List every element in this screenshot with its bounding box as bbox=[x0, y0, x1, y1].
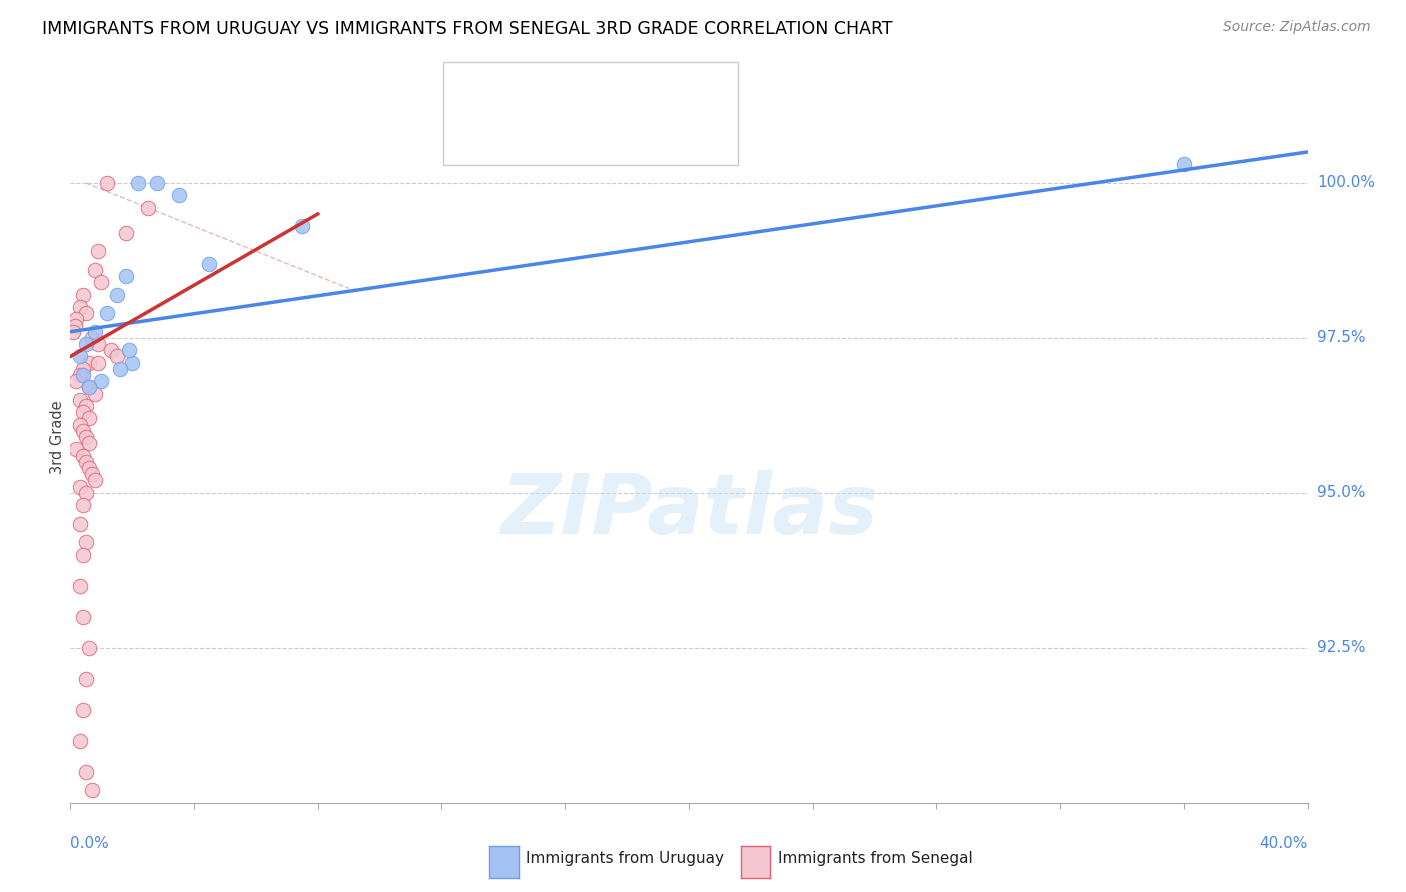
Point bbox=[75, 672, 97, 686]
Point bbox=[118, 343, 141, 358]
Point bbox=[198, 256, 221, 270]
Point bbox=[127, 176, 149, 190]
Point bbox=[96, 306, 118, 320]
Point bbox=[63, 318, 86, 333]
Point bbox=[72, 498, 94, 512]
Point bbox=[65, 312, 87, 326]
Point bbox=[72, 703, 94, 717]
Point bbox=[87, 244, 110, 259]
Point bbox=[115, 268, 138, 283]
Point bbox=[77, 461, 100, 475]
Text: N =: N = bbox=[591, 131, 624, 146]
Point bbox=[77, 356, 100, 370]
Point bbox=[77, 380, 100, 394]
Point bbox=[72, 449, 94, 463]
Point bbox=[69, 417, 91, 432]
Point bbox=[80, 783, 103, 797]
Point bbox=[75, 535, 97, 549]
Point bbox=[65, 374, 87, 388]
Point bbox=[75, 486, 97, 500]
Text: 0.248: 0.248 bbox=[520, 131, 564, 146]
Point bbox=[75, 399, 97, 413]
Point bbox=[65, 442, 87, 457]
Text: 0.0%: 0.0% bbox=[70, 836, 110, 851]
Point bbox=[72, 368, 94, 383]
Text: Immigrants from Senegal: Immigrants from Senegal bbox=[778, 851, 973, 865]
Point bbox=[84, 262, 107, 277]
Point bbox=[84, 325, 107, 339]
Text: IMMIGRANTS FROM URUGUAY VS IMMIGRANTS FROM SENEGAL 3RD GRADE CORRELATION CHART: IMMIGRANTS FROM URUGUAY VS IMMIGRANTS FR… bbox=[42, 20, 893, 37]
Text: 51: 51 bbox=[621, 131, 641, 146]
Point bbox=[69, 368, 91, 383]
Point bbox=[87, 337, 110, 351]
Point bbox=[69, 392, 91, 407]
Point bbox=[84, 474, 107, 488]
Point bbox=[121, 356, 143, 370]
Point bbox=[84, 386, 107, 401]
Text: Source: ZipAtlas.com: Source: ZipAtlas.com bbox=[1223, 20, 1371, 34]
Point bbox=[96, 176, 118, 190]
Point bbox=[77, 380, 100, 394]
Point bbox=[69, 579, 91, 593]
Point bbox=[90, 374, 112, 388]
Point bbox=[77, 436, 100, 450]
Text: 100.0%: 100.0% bbox=[1317, 176, 1375, 190]
Point bbox=[77, 640, 100, 655]
Point bbox=[72, 548, 94, 562]
Point bbox=[72, 362, 94, 376]
Text: 18: 18 bbox=[621, 79, 641, 95]
Point bbox=[72, 424, 94, 438]
Point bbox=[80, 331, 103, 345]
Point bbox=[291, 219, 314, 234]
Point bbox=[72, 405, 94, 419]
Point bbox=[75, 337, 97, 351]
Text: 40.0%: 40.0% bbox=[1260, 836, 1308, 851]
Text: R =: R = bbox=[488, 79, 522, 95]
Text: 95.0%: 95.0% bbox=[1317, 485, 1367, 500]
Text: 92.5%: 92.5% bbox=[1317, 640, 1367, 656]
Text: 97.5%: 97.5% bbox=[1317, 330, 1367, 345]
Point bbox=[77, 411, 100, 425]
Point bbox=[1173, 157, 1195, 171]
Point bbox=[75, 430, 97, 444]
Point bbox=[90, 275, 112, 289]
Point bbox=[69, 516, 91, 531]
Text: N =: N = bbox=[591, 79, 624, 95]
Point bbox=[72, 610, 94, 624]
Point bbox=[105, 350, 128, 364]
Text: R =: R = bbox=[488, 131, 522, 146]
Point bbox=[75, 306, 97, 320]
Point bbox=[69, 350, 91, 364]
Point bbox=[75, 455, 97, 469]
Text: ZIPatlas: ZIPatlas bbox=[501, 470, 877, 550]
Point bbox=[62, 325, 84, 339]
Point bbox=[136, 201, 159, 215]
Point bbox=[72, 287, 94, 301]
Point bbox=[69, 300, 91, 314]
Point bbox=[87, 356, 110, 370]
Text: 0.557: 0.557 bbox=[520, 79, 564, 95]
Point bbox=[69, 480, 91, 494]
Point bbox=[75, 764, 97, 779]
Point bbox=[100, 343, 122, 358]
Text: Immigrants from Uruguay: Immigrants from Uruguay bbox=[526, 851, 724, 865]
Point bbox=[115, 226, 138, 240]
Point bbox=[80, 467, 103, 482]
Point bbox=[167, 188, 190, 202]
Point bbox=[69, 734, 91, 748]
Point bbox=[146, 176, 169, 190]
Point bbox=[108, 362, 131, 376]
Point bbox=[105, 287, 128, 301]
Y-axis label: 3rd Grade: 3rd Grade bbox=[49, 401, 65, 474]
